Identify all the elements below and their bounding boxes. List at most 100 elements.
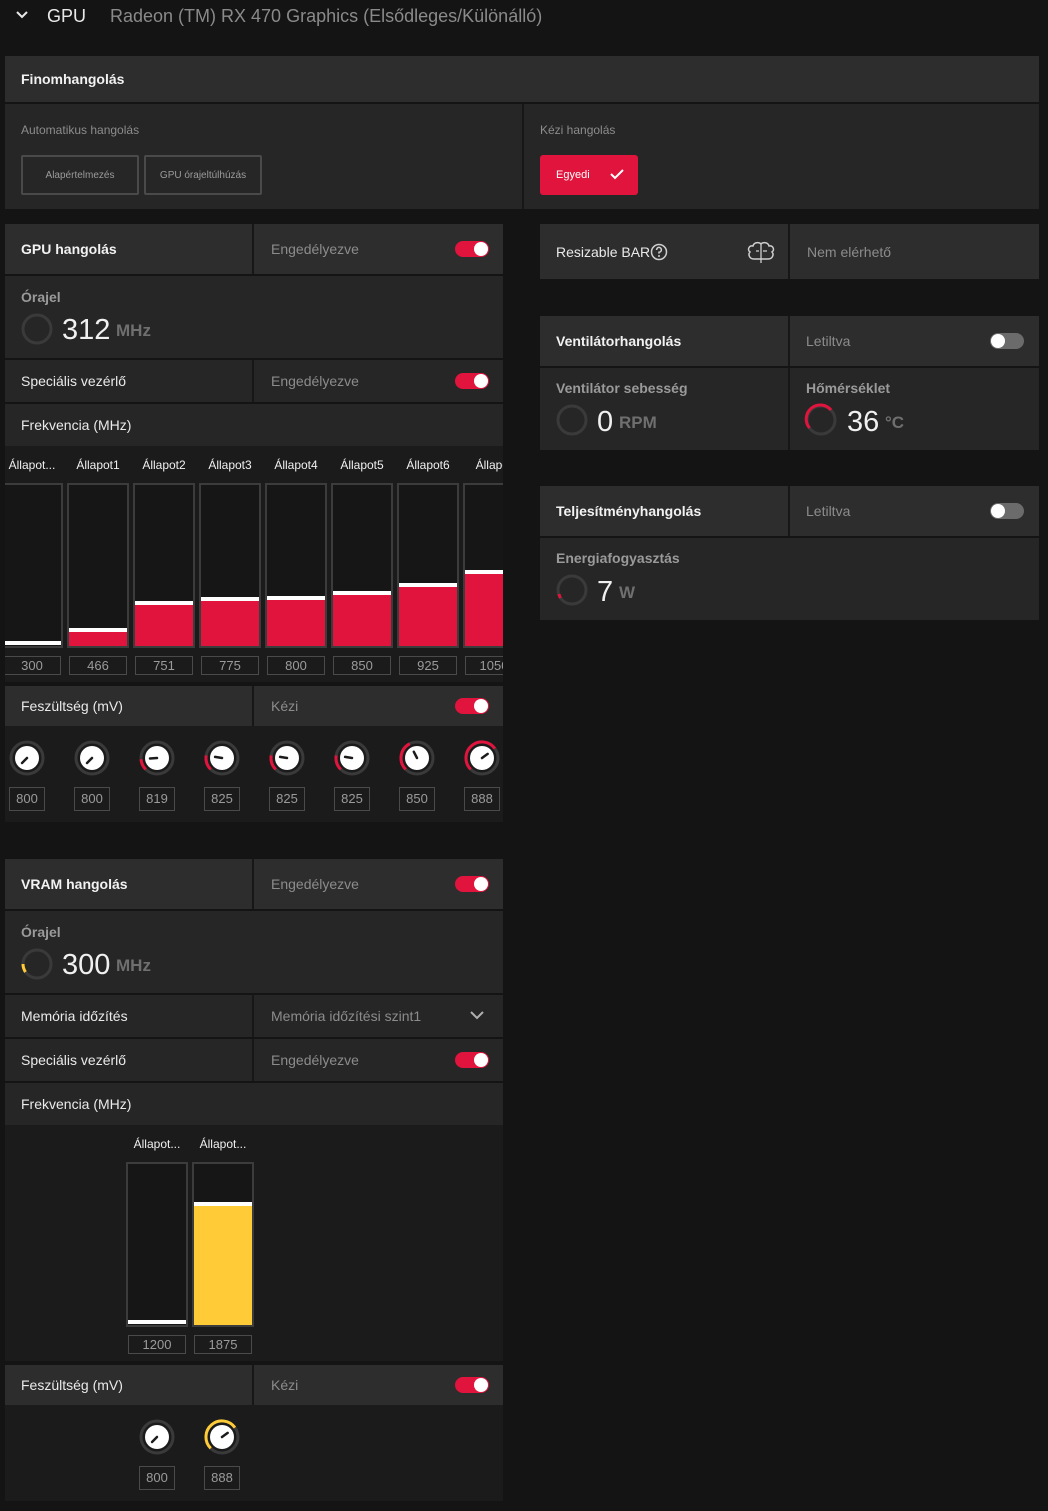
- custom-button[interactable]: Egyedi: [540, 155, 638, 195]
- state-label: Állapot3: [208, 458, 252, 472]
- vram-voltage-mode: Kézi: [271, 1377, 299, 1393]
- gpu-advanced-toggle[interactable]: [455, 373, 489, 389]
- vram-clock-label: Órajel: [21, 924, 61, 940]
- voltage-value-input[interactable]: 825: [204, 787, 240, 811]
- frequency-state-slider[interactable]: [126, 1162, 188, 1327]
- tuning-body: Automatikus hangolás Alapértelmezés GPU …: [5, 104, 1039, 209]
- voltage-knob[interactable]: [463, 739, 501, 777]
- frequency-handle[interactable]: [69, 628, 127, 632]
- frequency-handle[interactable]: [267, 596, 325, 600]
- memory-timing-label: Memória időzítés: [21, 1008, 128, 1024]
- frequency-fill: [333, 593, 391, 646]
- frequency-state-slider[interactable]: [463, 483, 503, 648]
- frequency-state-slider[interactable]: [331, 483, 393, 648]
- gpu-frequency-label: Frekvencia (MHz): [21, 417, 132, 433]
- gpu-voltage-toggle[interactable]: [455, 698, 489, 714]
- vram-advanced-status: Engedélyezve: [271, 1052, 359, 1068]
- vram-clock-gauge-icon: [20, 947, 54, 981]
- fan-tuning-toggle[interactable]: [990, 333, 1024, 349]
- section-title: GPU: [47, 6, 87, 26]
- frequency-value-input[interactable]: 466: [69, 656, 127, 675]
- voltage-value-input[interactable]: 825: [334, 787, 370, 811]
- vram-tuning-title: VRAM hangolás: [21, 876, 128, 892]
- vram-clock-panel: Órajel 300 MHz: [5, 911, 503, 993]
- check-icon: [610, 168, 624, 180]
- help-icon[interactable]: [650, 243, 668, 261]
- voltage-value-input[interactable]: 888: [204, 1466, 240, 1490]
- frequency-value-input[interactable]: 800: [267, 656, 325, 675]
- frequency-fill: [465, 572, 503, 646]
- frequency-fill: [201, 599, 259, 646]
- gpu-overclock-button[interactable]: GPU órajeltúlhúzás: [144, 155, 262, 195]
- voltage-knob[interactable]: [333, 739, 371, 777]
- frequency-value-input[interactable]: 850: [333, 656, 391, 675]
- frequency-state-slider[interactable]: [199, 483, 261, 648]
- voltage-value-input[interactable]: 800: [139, 1466, 175, 1490]
- voltage-value-input[interactable]: 825: [269, 787, 305, 811]
- frequency-handle[interactable]: [465, 570, 503, 574]
- voltage-knob[interactable]: [203, 739, 241, 777]
- frequency-state-slider[interactable]: [265, 483, 327, 648]
- frequency-handle[interactable]: [5, 641, 61, 645]
- state-label: Állapot: [475, 458, 503, 472]
- voltage-value-input[interactable]: 819: [139, 787, 175, 811]
- state-label: Állapot...: [133, 1137, 181, 1151]
- frequency-state-slider[interactable]: [5, 483, 63, 648]
- frequency-fill: [267, 598, 325, 646]
- fan-speed-label: Ventilátor sebesség: [556, 380, 688, 396]
- voltage-value-input[interactable]: 888: [464, 787, 500, 811]
- power-tuning-toggle[interactable]: [990, 503, 1024, 519]
- vram-tuning-toggle[interactable]: [455, 876, 489, 892]
- voltage-knob[interactable]: [73, 739, 111, 777]
- device-name: Radeon (TM) RX 470 Graphics (Elsődleges/…: [110, 6, 543, 26]
- power-metrics-panel: Energiafogyasztás 7 W: [540, 538, 1039, 620]
- frequency-handle[interactable]: [399, 583, 457, 587]
- voltage-knob[interactable]: [138, 739, 176, 777]
- power-gauge-icon: [555, 573, 589, 607]
- frequency-value-input[interactable]: 751: [135, 656, 193, 675]
- frequency-handle[interactable]: [194, 1202, 252, 1206]
- gpu-advanced-status: Engedélyezve: [271, 373, 359, 389]
- frequency-value-input[interactable]: 300: [5, 656, 61, 675]
- vram-clock-unit: MHz: [116, 956, 151, 975]
- fan-tuning-header: Ventilátorhangolás Letiltva: [540, 316, 1039, 366]
- frequency-handle[interactable]: [128, 1320, 186, 1324]
- vram-advanced-toggle[interactable]: [455, 1052, 489, 1068]
- frequency-state-slider[interactable]: [397, 483, 459, 648]
- tuning-header: Finomhangolás: [5, 56, 1039, 102]
- voltage-value-input[interactable]: 800: [9, 787, 45, 811]
- frequency-fill: [194, 1204, 252, 1325]
- divider: [252, 224, 254, 274]
- voltage-knob[interactable]: [398, 739, 436, 777]
- default-button[interactable]: Alapértelmezés: [21, 155, 139, 195]
- voltage-knob[interactable]: [203, 1418, 241, 1456]
- voltage-value-input[interactable]: 800: [74, 787, 110, 811]
- vram-voltage-toggle[interactable]: [455, 1377, 489, 1393]
- chevron-down-icon[interactable]: [15, 8, 29, 22]
- frequency-value-input[interactable]: 1050: [465, 656, 503, 675]
- frequency-handle[interactable]: [333, 591, 391, 595]
- frequency-handle[interactable]: [135, 601, 193, 605]
- frequency-state-slider[interactable]: [67, 483, 129, 648]
- gpu-advanced-row: Speciális vezérlő Engedélyezve: [5, 360, 503, 402]
- frequency-handle[interactable]: [201, 597, 259, 601]
- frequency-value-input[interactable]: 775: [201, 656, 259, 675]
- divider: [252, 995, 254, 1037]
- voltage-knob[interactable]: [268, 739, 306, 777]
- power-tuning-status: Letiltva: [806, 503, 851, 519]
- frequency-state-slider[interactable]: [133, 483, 195, 648]
- fan-tuning-title: Ventilátorhangolás: [556, 333, 682, 349]
- frequency-value-input[interactable]: 1875: [194, 1335, 252, 1354]
- auto-tuning-label: Automatikus hangolás: [21, 123, 140, 137]
- frequency-state-slider[interactable]: [192, 1162, 254, 1327]
- voltage-knob[interactable]: [8, 739, 46, 777]
- frequency-value-input[interactable]: 1200: [128, 1335, 186, 1354]
- vram-tuning-header: VRAM hangolás Engedélyezve: [5, 859, 503, 909]
- gpu-section-header[interactable]: GPU Radeon (TM) RX 470 Graphics (Elsődle…: [0, 0, 1048, 36]
- voltage-knob[interactable]: [138, 1418, 176, 1456]
- frequency-value-input[interactable]: 925: [399, 656, 457, 675]
- gpu-tuning-toggle[interactable]: [455, 241, 489, 257]
- fan-metrics-panel: Ventilátor sebesség 0 RPM Hőmérséklet 36…: [540, 368, 1039, 450]
- memory-timing-dropdown[interactable]: Memória időzítési szint1: [254, 995, 503, 1037]
- voltage-value-input[interactable]: 850: [399, 787, 435, 811]
